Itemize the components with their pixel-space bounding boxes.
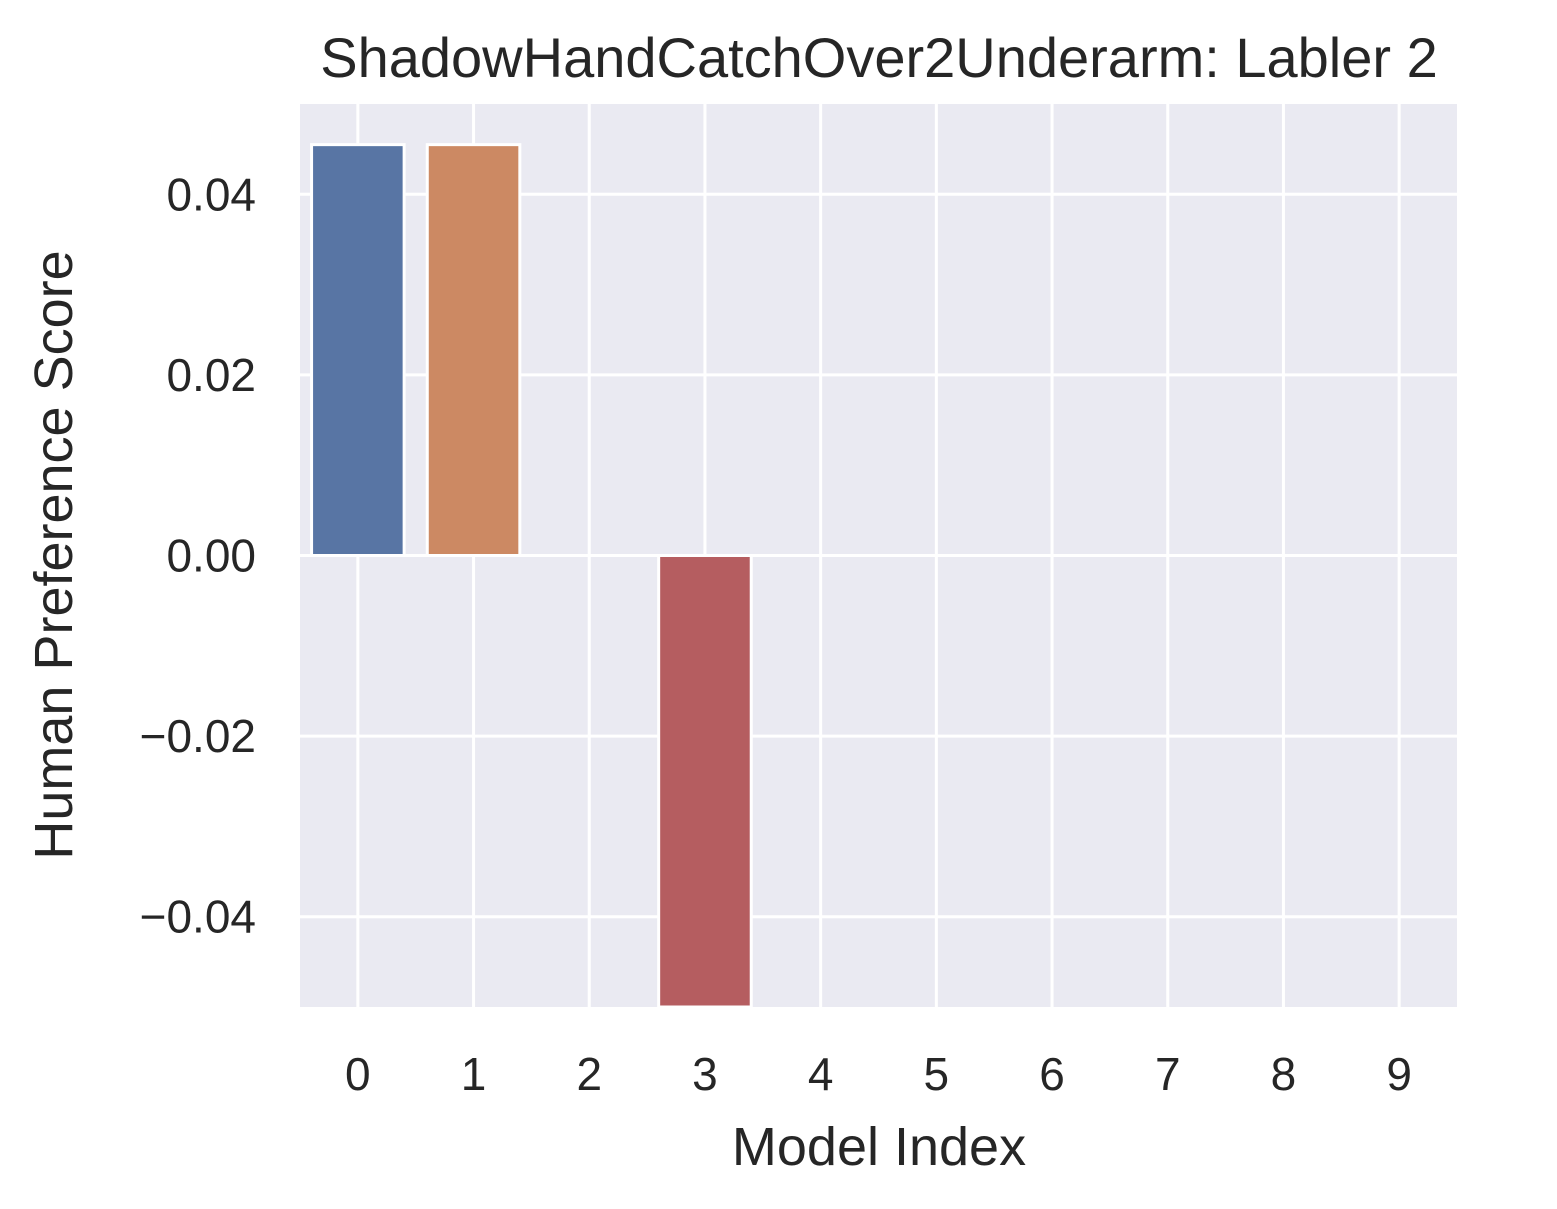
x-tick-labels: 0 1 2 3 4 5 6 7 8 9 xyxy=(345,1048,1412,1100)
x-tick-label: 5 xyxy=(924,1048,950,1100)
x-tick-label: 4 xyxy=(808,1048,834,1100)
x-tick-label: 1 xyxy=(461,1048,487,1100)
x-tick-label: 2 xyxy=(576,1048,602,1100)
x-tick-label: 6 xyxy=(1039,1048,1065,1100)
y-tick-label: −0.04 xyxy=(140,891,256,943)
x-tick-label: 8 xyxy=(1271,1048,1297,1100)
x-axis-label: Model Index xyxy=(732,1117,1026,1177)
bar-3 xyxy=(657,554,753,1009)
bar-0 xyxy=(310,143,406,557)
y-tick-label: 0.00 xyxy=(166,530,256,582)
x-tick-label: 3 xyxy=(692,1048,718,1100)
bar-1 xyxy=(425,143,522,557)
x-tick-label: 0 xyxy=(345,1048,371,1100)
x-tick-label: 9 xyxy=(1386,1048,1412,1100)
y-tick-label: 0.04 xyxy=(166,168,256,220)
y-tick-label: −0.02 xyxy=(140,710,256,762)
y-tick-label: 0.02 xyxy=(166,349,256,401)
bars xyxy=(310,143,753,1009)
y-axis-label: Human Preference Score xyxy=(24,250,84,859)
x-tick-label: 7 xyxy=(1155,1048,1181,1100)
y-tick-labels: −0.04 −0.02 0.00 0.02 0.04 xyxy=(140,168,256,942)
chart-title: ShadowHandCatchOver2Underarm: Labler 2 xyxy=(320,26,1437,89)
